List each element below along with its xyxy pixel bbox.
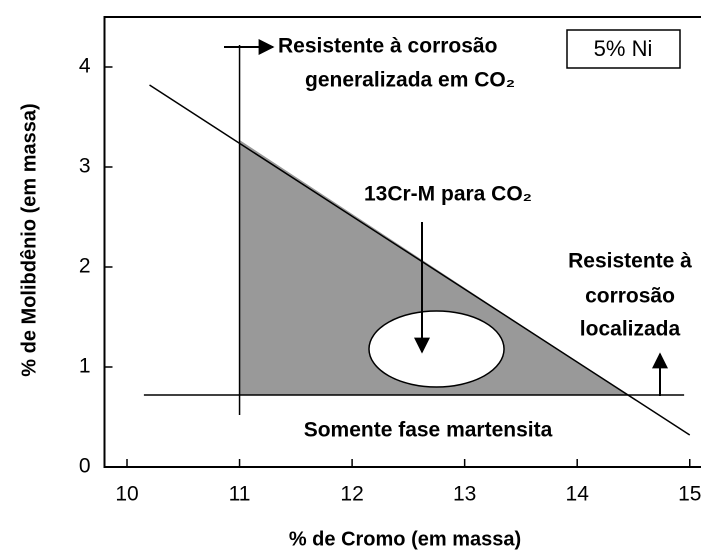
label-box: [566, 29, 681, 69]
x-tick-label: 15: [678, 483, 701, 506]
y-tick-label: 2: [79, 255, 91, 278]
y-tick-label: 3: [79, 155, 91, 178]
annotation: Resistente à: [568, 250, 692, 273]
annotation: 13Cr-M para CO₂: [364, 183, 532, 206]
y-tick-label: 4: [79, 55, 91, 78]
x-tick-label: 14: [566, 483, 590, 506]
annotation: Somente fase martensita: [304, 419, 553, 442]
y-tick-label: 0: [79, 455, 91, 478]
annotation: localizada: [580, 318, 681, 341]
target-ellipse: [368, 310, 505, 388]
axis-frame: [103, 16, 701, 468]
x-tick-label: 13: [453, 483, 476, 506]
annotation: corrosão: [585, 285, 675, 308]
annotation: 5% Ni: [594, 36, 653, 61]
x-tick-label: 11: [229, 483, 251, 506]
y-tick-label: 1: [79, 355, 91, 378]
y-axis-title: % de Molibdênio (em massa): [18, 103, 40, 376]
annotation: Resistente à corrosão: [278, 35, 497, 58]
annotation: generalizada em CO₂: [305, 69, 515, 92]
x-tick-label: 12: [340, 483, 363, 506]
x-axis-title: % de Cromo (em massa): [289, 528, 521, 550]
x-tick-label: 10: [115, 483, 138, 506]
